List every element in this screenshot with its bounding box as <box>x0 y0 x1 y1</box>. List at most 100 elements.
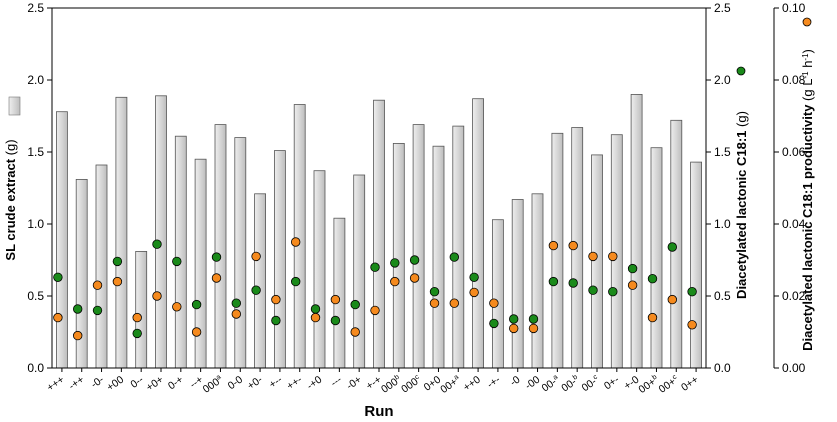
category-label: +-- <box>267 373 285 391</box>
point-diacetylated <box>291 276 301 287</box>
point-productivity <box>112 276 123 287</box>
bar <box>412 124 425 369</box>
bar <box>531 193 544 369</box>
point-productivity <box>132 312 142 323</box>
point-diacetylated <box>449 252 460 262</box>
far-right-tick-label: 0.08 <box>782 73 806 87</box>
point-productivity <box>449 298 460 308</box>
category-label: ++- <box>285 373 305 392</box>
point-productivity <box>528 323 539 334</box>
point-productivity <box>370 305 380 316</box>
point-productivity <box>72 330 83 341</box>
bar <box>650 147 663 369</box>
point-productivity <box>211 273 222 283</box>
bar <box>135 250 148 369</box>
far-right-tick-label: 0.02 <box>782 289 806 303</box>
point-diacetylated <box>310 304 321 314</box>
category-label: 0-+ <box>166 374 186 393</box>
category-label: 000c <box>399 373 424 395</box>
category-label: --- <box>329 373 345 389</box>
category-label: 0-0 <box>226 374 245 393</box>
point-productivity <box>53 312 63 323</box>
point-productivity <box>568 240 578 251</box>
point-diacetylated <box>509 314 519 324</box>
point-diacetylated <box>647 274 658 284</box>
point-diacetylated <box>132 328 142 339</box>
category-label: -++ <box>67 374 87 393</box>
category-label: +00 <box>105 374 127 394</box>
point-diacetylated <box>211 252 222 262</box>
left-legend-swatch <box>8 96 21 116</box>
point-productivity <box>489 298 499 308</box>
right-tick-label: 0.5 <box>714 289 731 303</box>
category-label: 000a <box>201 374 226 396</box>
point-productivity <box>330 294 341 305</box>
category-label: 0-- <box>128 373 146 390</box>
bar <box>115 96 128 369</box>
far-right-tick-label: 0.10 <box>782 1 806 15</box>
point-productivity <box>647 312 658 323</box>
point-productivity <box>152 291 162 301</box>
point-diacetylated <box>370 262 380 272</box>
far-right-tick-label: 0.06 <box>782 145 806 159</box>
point-diacetylated <box>667 242 678 252</box>
axes-group <box>47 7 779 372</box>
left-tick-label: 1.0 <box>27 217 44 231</box>
point-diacetylated <box>687 287 697 297</box>
point-productivity <box>92 280 103 290</box>
far-right-tick-label: 0.00 <box>782 361 806 375</box>
bar <box>254 193 267 369</box>
category-label: ++0 <box>461 374 483 394</box>
point-productivity <box>231 309 242 319</box>
left-tick-label: 0.5 <box>27 289 44 303</box>
left-tick-label: 2.5 <box>27 1 44 15</box>
category-label: +++ <box>45 374 67 394</box>
far-right-legend-marker <box>802 17 812 27</box>
point-diacetylated <box>330 315 341 326</box>
right-axis-title: Diacetylated lactonic C18:1 (g) <box>734 111 749 299</box>
bar <box>591 154 603 369</box>
right-tick-label: 1.0 <box>714 217 731 231</box>
category-label: -00 <box>523 374 542 393</box>
point-diacetylated <box>271 315 281 326</box>
point-diacetylated <box>469 272 479 283</box>
bar <box>610 134 623 369</box>
left-tick-label: 0.0 <box>27 361 44 375</box>
point-productivity <box>469 287 479 298</box>
point-diacetylated <box>231 298 242 308</box>
point-productivity <box>310 312 321 323</box>
point-productivity <box>627 280 638 290</box>
category-label: 0++ <box>679 374 701 394</box>
point-diacetylated <box>390 258 400 268</box>
right-tick-label: 0.0 <box>714 361 731 375</box>
left-tick-label: 1.5 <box>27 145 44 159</box>
category-label: -0- <box>89 373 107 390</box>
point-diacetylated <box>608 287 618 297</box>
bar <box>432 145 445 369</box>
point-productivity <box>409 273 420 283</box>
point-diacetylated <box>429 287 440 297</box>
point-diacetylated <box>172 256 182 267</box>
bar <box>273 150 286 369</box>
bar <box>690 161 702 369</box>
point-productivity <box>429 298 440 308</box>
point-productivity <box>191 327 202 337</box>
point-productivity <box>687 320 697 330</box>
bar <box>491 219 504 369</box>
point-productivity <box>172 302 182 312</box>
point-productivity <box>667 294 678 305</box>
point-diacetylated <box>588 285 598 295</box>
point-productivity <box>390 276 400 287</box>
category-label: -+0 <box>305 374 325 393</box>
bar <box>313 170 326 369</box>
point-diacetylated <box>72 304 83 314</box>
point-diacetylated <box>112 256 123 267</box>
category-label: 0+0 <box>422 374 444 394</box>
point-diacetylated <box>568 278 578 288</box>
left-tick-label: 2.0 <box>27 73 44 87</box>
point-diacetylated <box>251 285 261 295</box>
point-diacetylated <box>53 272 63 283</box>
point-productivity <box>251 251 261 262</box>
